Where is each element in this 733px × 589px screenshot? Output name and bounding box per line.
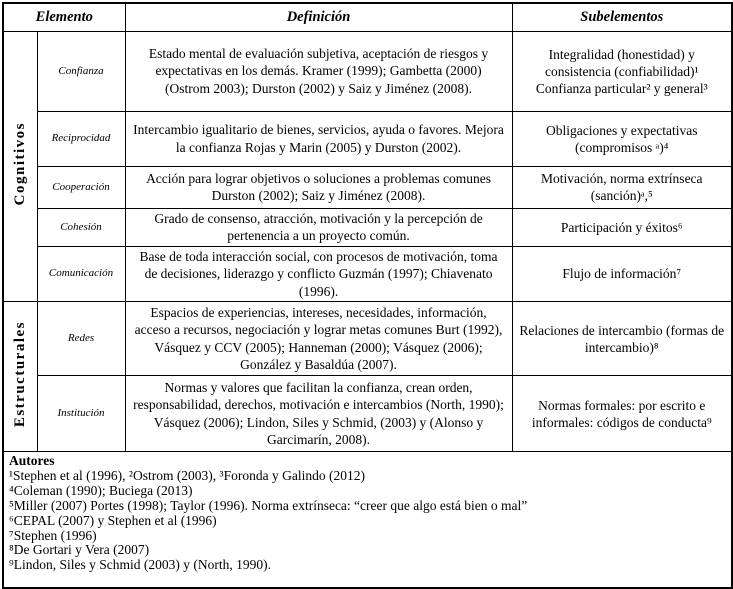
group-label-cognitivos: Cognitivos: [11, 122, 28, 206]
group-cell-estructurales: Estructurales: [2, 301, 38, 452]
element-name: Confianza: [36, 30, 126, 112]
table-row-cohesion: Cohesión Grado de consenso, atracción, m…: [3, 207, 733, 247]
footnote-1: ¹Stephen et al (1996), ²Ostrom (2003), ³…: [9, 467, 365, 483]
header-row: Elemento Definición Subelementos: [2, 2, 733, 32]
element-definition: Grado de consenso, atracción, motivación…: [124, 207, 513, 247]
footnote-9: ⁹Lindon, Siles y Schmid (2003) y (North,…: [9, 557, 271, 573]
column-header-subelementos: Subelementos: [511, 2, 733, 32]
element-definition: Acción para lograr objetivos o solucione…: [124, 165, 513, 209]
table-row-confianza: Cognitivos Confianza Estado mental de ev…: [2, 30, 733, 302]
element-name: Cohesión: [36, 207, 126, 247]
table-row-reciprocidad: Reciprocidad Intercambio igualitario de …: [3, 110, 733, 167]
group-label-estructurales: Estructurales: [11, 320, 28, 428]
element-definition: Espacios de experiencias, intereses, nec…: [124, 301, 513, 376]
footnote-6: ⁶CEPAL (2007) y Stephen et al (1996): [9, 512, 217, 528]
element-name: Institución: [36, 375, 126, 452]
element-definition: Estado mental de evaluación subjetiva, a…: [124, 30, 513, 112]
element-subelements: Obligaciones y expectativas (compromisos…: [511, 110, 733, 167]
column-header-definicion: Definición: [124, 2, 513, 32]
footnote-8: ⁸De Gortari y Vera (2007): [9, 542, 150, 558]
element-definition: Base de toda interacción social, con pro…: [124, 245, 513, 302]
table-row-comunicacion: Comunicación Base de toda interacción so…: [3, 245, 733, 302]
footnotes-title: Autores: [9, 453, 55, 468]
footnotes-cell: Autores ¹Stephen et al (1996), ²Ostrom (…: [2, 451, 733, 588]
footnote-5: ⁵Miller (2007) Portes (1998); Taylor (19…: [9, 497, 528, 513]
element-name: Redes: [36, 301, 126, 376]
footnote-4: ⁴Coleman (1990); Buciega (2013): [9, 482, 193, 498]
element-definition: Intercambio igualitario de bienes, servi…: [124, 110, 513, 167]
table-row-institucion: Institución Normas y valores que facilit…: [3, 375, 733, 452]
element-subelements: Motivación, norma extrínseca (sanción)ᵃ,…: [511, 165, 733, 209]
element-name: Comunicación: [36, 245, 126, 302]
element-name: Reciprocidad: [36, 110, 126, 167]
table-row-cooperacion: Cooperación Acción para lograr objetivos…: [3, 165, 733, 209]
footnote-7: ⁷Stephen (1996): [9, 527, 97, 543]
element-subelements: Normas formales: por escrito e informale…: [511, 375, 733, 452]
column-header-elemento: Elemento: [2, 2, 126, 32]
element-subelements: Participación y éxitos⁶: [511, 207, 733, 247]
footnotes-row: Autores ¹Stephen et al (1996), ²Ostrom (…: [2, 451, 733, 588]
element-name: Cooperación: [36, 165, 126, 209]
element-subelements: Integralidad (honestidad) y consistencia…: [511, 30, 733, 112]
element-subelements: Flujo de información⁷: [511, 245, 733, 302]
element-definition: Normas y valores que facilitan la confia…: [124, 375, 513, 452]
group-cell-cognitivos: Cognitivos: [2, 30, 38, 302]
table-row-redes: Estructurales Redes Espacios de experien…: [2, 301, 733, 452]
element-subelements: Relaciones de intercambio (formas de int…: [511, 301, 733, 376]
